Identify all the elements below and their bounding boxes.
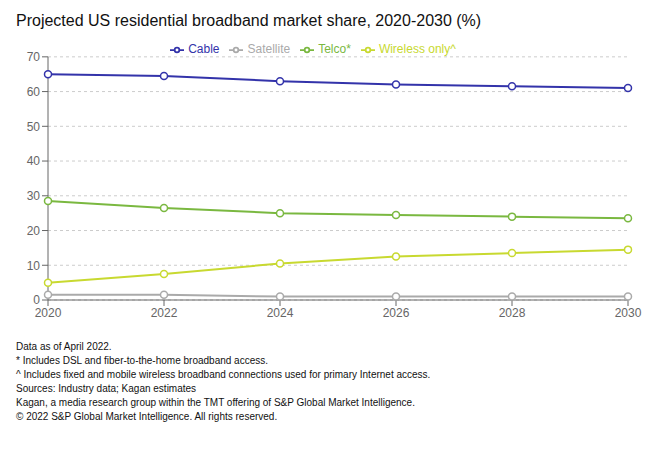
html-text:^ Includes fixed and mobile wi: ^ Includes fixed and mobile wireless bro… <box>16 369 431 380</box>
html-text:Kagan, a media research group: Kagan, a media research group within the… <box>16 397 415 408</box>
svg-text:30: 30 <box>27 189 41 203</box>
html-text:* Includes DSL and fiber-to-th: * Includes DSL and fiber-to-the-home bro… <box>16 355 268 366</box>
svg-text:2024: 2024 <box>267 306 294 320</box>
svg-text:50: 50 <box>27 120 41 134</box>
html-text:Wireless only^: Wireless only^ <box>378 42 456 56</box>
html-text:Data as of April 2022.: Data as of April 2022. <box>16 341 112 352</box>
html-text:Satellite: Satellite <box>247 42 291 56</box>
html-text:Telco*: Telco* <box>318 42 351 56</box>
svg-text:2026: 2026 <box>383 306 410 320</box>
svg-text:0: 0 <box>33 293 40 307</box>
svg-text:2028: 2028 <box>499 306 526 320</box>
svg-text:60: 60 <box>27 85 41 99</box>
svg-text:2022: 2022 <box>151 306 178 320</box>
svg-text:40: 40 <box>27 154 41 168</box>
html-text:Cable: Cable <box>188 42 220 56</box>
html-text:Sources: Industry data; Kagan: Sources: Industry data; Kagan estimates <box>16 383 197 394</box>
svg-text:20: 20 <box>27 224 41 238</box>
svg-text:10: 10 <box>27 259 41 273</box>
html-text:Projected US residential broad: Projected US residential broadband marke… <box>16 12 482 29</box>
svg-text:2030: 2030 <box>615 306 642 320</box>
svg-text:2020: 2020 <box>35 306 62 320</box>
html-text:© 2022 S&P Global Market Intel: © 2022 S&P Global Market Intelligence. A… <box>16 411 278 422</box>
svg-text:70: 70 <box>27 50 41 64</box>
